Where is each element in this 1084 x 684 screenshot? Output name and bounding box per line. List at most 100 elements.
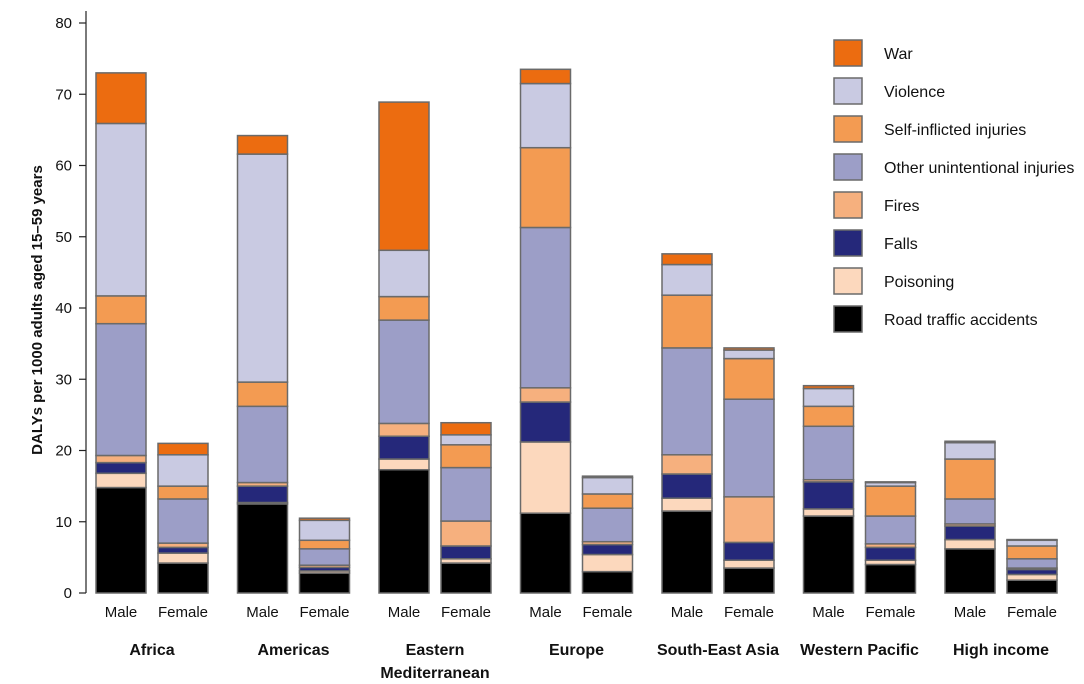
bar-segment-falls [378, 435, 430, 460]
bar-segment-other-unintentional-injuries [519, 226, 572, 389]
y-tick-label: 60 [55, 158, 72, 175]
x-tick-label-sex: Female [1007, 604, 1057, 621]
bar-segment-road-traffic-accidents [298, 572, 351, 594]
bar-segment-poisoning [723, 559, 775, 569]
y-tick-label: 70 [55, 86, 72, 103]
bar-segment-self-inflicted-injuries [661, 294, 713, 349]
bar-segment-other-unintentional-injuries [157, 498, 209, 544]
legend-swatch [833, 77, 863, 105]
bar-segment-poisoning [157, 552, 209, 564]
bar-segment-war [378, 101, 430, 252]
bar-segment-falls [95, 461, 147, 475]
bar-segment-road-traffic-accidents [581, 570, 634, 594]
bar-segment-self-inflicted-injuries [95, 295, 147, 325]
bar-segment-other-unintentional-injuries [298, 548, 351, 566]
bar-segment-violence [298, 519, 351, 542]
bar-segment-violence [581, 476, 634, 495]
bar-segment-falls [864, 546, 917, 561]
y-tick-label: 30 [55, 371, 72, 388]
bar-segment-poisoning [519, 441, 572, 514]
legend-label: Other unintentional injuries [884, 160, 1074, 177]
bar-segment-war [298, 517, 351, 522]
x-tick-label-sex: Male [671, 604, 704, 621]
bar-segment-falls [944, 525, 996, 541]
y-tick-label: 80 [55, 15, 72, 32]
y-tick-label: 10 [55, 514, 72, 531]
x-tick-label-sex: Female [582, 604, 632, 621]
bar-segment-violence [519, 82, 572, 149]
y-tick-label: 50 [55, 229, 72, 246]
bar-segment-violence [440, 434, 492, 446]
bar-segment-poisoning [802, 508, 855, 517]
x-axis-labels: Male Female Africa Male Female Americas Male Fe… [105, 604, 1057, 682]
bar-segment-self-inflicted-injuries [723, 357, 775, 400]
bar-segment-road-traffic-accidents [95, 486, 147, 594]
x-tick-label-sex: Female [865, 604, 915, 621]
legend-label: Road traffic accidents [884, 312, 1038, 329]
bar-segment-war [864, 481, 917, 484]
bar-segment-fires [95, 454, 147, 464]
bar-segment-poisoning [1006, 573, 1058, 581]
bar-segment-war [157, 442, 209, 456]
bar-segment-violence [378, 249, 430, 298]
bar-segment-war [723, 347, 775, 351]
bar-segment-violence [236, 153, 289, 383]
bar-segment-fires [661, 454, 713, 475]
bar-segment-self-inflicted-injuries [802, 405, 855, 428]
legend-swatch [833, 115, 863, 143]
y-axis-title: DALYs per 1000 adults aged 15–59 years [29, 165, 46, 455]
bar-segment-fires [440, 520, 492, 547]
bar-segment-self-inflicted-injuries [581, 493, 634, 509]
bar-segment-fires [378, 422, 430, 437]
bar-segment-other-unintentional-injuries [236, 405, 289, 484]
bar-segment-other-unintentional-injuries [1006, 558, 1058, 569]
bar-segment-other-unintentional-injuries [581, 507, 634, 543]
bar-segment-self-inflicted-injuries [864, 485, 917, 517]
bar-segment-poisoning [95, 472, 147, 489]
x-group-label-region: High income [953, 642, 1049, 659]
legend-label: War [884, 46, 913, 63]
bar-segment-self-inflicted-injuries [157, 485, 209, 500]
bar-segment-road-traffic-accidents [378, 468, 430, 594]
bar-segment-other-unintentional-injuries [864, 515, 917, 545]
bar-segment-falls [519, 401, 572, 443]
bar-segment-war [944, 440, 996, 444]
bar-segment-road-traffic-accidents [944, 548, 996, 594]
bar-segment-road-traffic-accidents [519, 512, 572, 594]
bar-segment-poisoning [944, 538, 996, 550]
bar-segment-other-unintentional-injuries [378, 319, 430, 425]
bar-segment-violence [723, 349, 775, 360]
legend-label: Falls [884, 236, 918, 253]
bar-segment-self-inflicted-injuries [236, 381, 289, 408]
bar-segment-war [440, 421, 492, 436]
x-group-label-region: Africa [129, 642, 174, 659]
bar-segment-other-unintentional-injuries [440, 466, 492, 522]
bar-segment-road-traffic-accidents [802, 515, 855, 594]
bar-segment-self-inflicted-injuries [440, 444, 492, 469]
bar-segment-violence [802, 387, 855, 408]
x-tick-label-sex: Female [158, 604, 208, 621]
bar-segment-road-traffic-accidents [723, 567, 775, 594]
bar-segment-war [581, 475, 634, 479]
x-tick-label-sex: Male [388, 604, 421, 621]
x-group-label-region: Eastern Mediterranean [380, 642, 489, 682]
bar-segment-self-inflicted-injuries [944, 458, 996, 500]
bar-segment-road-traffic-accidents [1006, 579, 1058, 594]
bar-segment-self-inflicted-injuries [298, 539, 351, 550]
legend-label: Fires [884, 198, 920, 215]
bar-segment-other-unintentional-injuries [802, 425, 855, 481]
bar-segment-falls [723, 541, 775, 561]
bar-segment-other-unintentional-injuries [95, 322, 147, 457]
bar-segment-falls [236, 485, 289, 504]
legend-swatch [833, 153, 863, 181]
x-group-label-region: Europe [549, 642, 604, 659]
x-tick-label-sex: Male [954, 604, 987, 621]
legend-label: Self-inflicted injuries [884, 122, 1026, 139]
x-tick-label-sex: Male [812, 604, 845, 621]
bar-segment-falls [157, 546, 209, 554]
y-tick-label: 20 [55, 443, 72, 460]
x-tick-label-sex: Male [529, 604, 562, 621]
legend-swatch [833, 267, 863, 295]
bar-segment-falls [440, 545, 492, 560]
